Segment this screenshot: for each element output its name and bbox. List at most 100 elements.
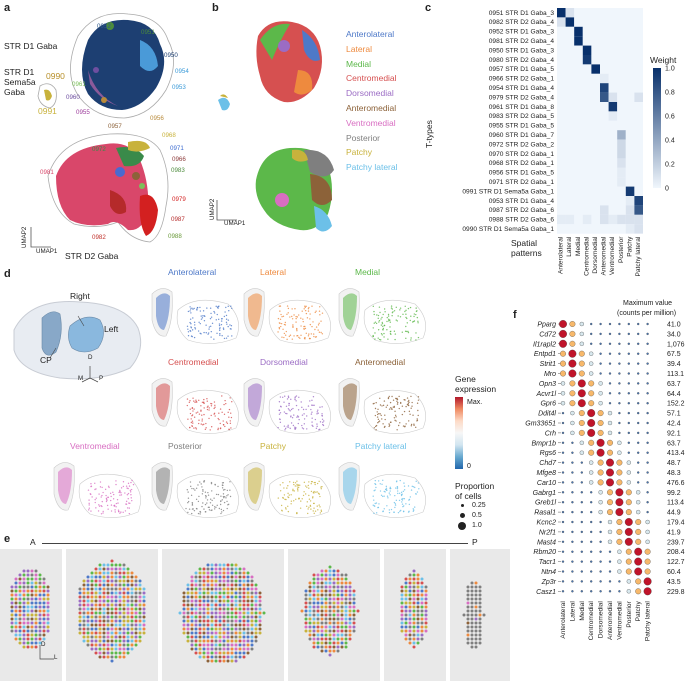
expression-dot — [599, 530, 602, 534]
spot — [102, 627, 106, 631]
spot — [344, 637, 348, 641]
spot — [226, 627, 230, 631]
spot — [130, 647, 134, 651]
expression-dot — [590, 332, 593, 336]
spot — [42, 633, 46, 637]
spot — [130, 595, 134, 599]
spot — [214, 587, 218, 591]
spot — [30, 577, 34, 581]
spot — [106, 575, 110, 579]
heatmap-cell — [608, 177, 618, 187]
spot — [90, 583, 94, 587]
spot — [340, 605, 344, 609]
spot — [412, 601, 416, 605]
spot — [254, 595, 258, 599]
heatmap-cell — [625, 186, 635, 196]
spot — [106, 595, 110, 599]
pattern-title-posterior: Posterior — [168, 441, 203, 451]
spot — [344, 601, 348, 605]
spot — [86, 623, 90, 627]
spot — [26, 597, 30, 601]
heatmap-cell — [582, 139, 592, 149]
spot — [118, 635, 122, 639]
spot — [210, 579, 214, 583]
spot — [336, 589, 340, 593]
spot — [10, 625, 14, 629]
spot — [206, 595, 210, 599]
expression-dot — [597, 420, 604, 426]
expression-dot — [571, 540, 574, 543]
spot — [416, 625, 420, 629]
spot — [222, 595, 226, 599]
spot — [332, 613, 336, 617]
heatmap-cell — [634, 8, 643, 18]
heatmap-cell — [608, 55, 618, 65]
spot — [102, 623, 106, 627]
spot — [230, 575, 234, 579]
spot — [138, 635, 142, 639]
expression-dot — [599, 372, 602, 375]
pattern-render — [243, 288, 331, 344]
expression-dot — [590, 322, 593, 326]
expression-dot — [561, 550, 565, 553]
spot — [214, 591, 218, 595]
spot — [408, 621, 412, 625]
spot — [470, 637, 474, 641]
legend-item-patchy-lateral: Patchy lateral — [346, 162, 398, 173]
heatmap-row-label: 0952 STR D1 Gaba_3 — [489, 29, 555, 36]
spot — [234, 647, 238, 651]
spot — [312, 641, 316, 645]
spot — [126, 571, 130, 575]
proportion-dot-large — [458, 522, 466, 530]
spot — [324, 637, 328, 641]
spot — [234, 631, 238, 635]
spot — [30, 629, 34, 633]
spot — [34, 597, 38, 601]
expression-dot — [571, 461, 574, 464]
expression-dot — [618, 352, 621, 355]
spot — [82, 631, 86, 635]
spot — [46, 629, 50, 633]
spot — [34, 605, 38, 609]
spot — [126, 639, 130, 643]
spot — [78, 623, 82, 627]
spot — [254, 631, 258, 635]
expression-dot — [608, 570, 612, 573]
spot — [230, 603, 234, 607]
spot — [408, 609, 412, 613]
spot — [22, 605, 26, 609]
spot — [320, 593, 324, 597]
expression-dot — [598, 391, 603, 396]
spot — [316, 609, 320, 613]
heatmap-cell — [565, 64, 575, 74]
gene-label: Pparg — [537, 322, 556, 329]
heatmap-cell — [625, 55, 635, 65]
spot — [90, 587, 94, 591]
heatmap-cell — [625, 92, 635, 102]
spot — [352, 625, 356, 629]
spot — [308, 625, 312, 629]
spot — [190, 627, 194, 631]
expression-dot — [587, 428, 596, 437]
spot — [412, 609, 416, 613]
max-value: 113.4 — [667, 500, 684, 507]
heatmap-cell — [600, 73, 609, 84]
heatmap-cell — [625, 130, 635, 140]
spot — [230, 611, 234, 615]
spot — [210, 639, 214, 643]
heatmap-cell — [557, 130, 566, 140]
heatmap-cell — [608, 205, 618, 215]
heatmap-cell — [582, 120, 592, 131]
spot — [30, 597, 34, 601]
spot — [320, 621, 324, 625]
heatmap-cell — [634, 139, 643, 149]
expression-dot — [616, 538, 623, 545]
spot — [110, 583, 114, 587]
spot — [98, 575, 102, 579]
spot — [142, 607, 146, 611]
spot — [206, 635, 210, 639]
gene-label: Ddit4l — [538, 411, 556, 418]
expression-dot — [598, 500, 603, 505]
spot — [320, 645, 324, 649]
spot — [202, 635, 206, 639]
